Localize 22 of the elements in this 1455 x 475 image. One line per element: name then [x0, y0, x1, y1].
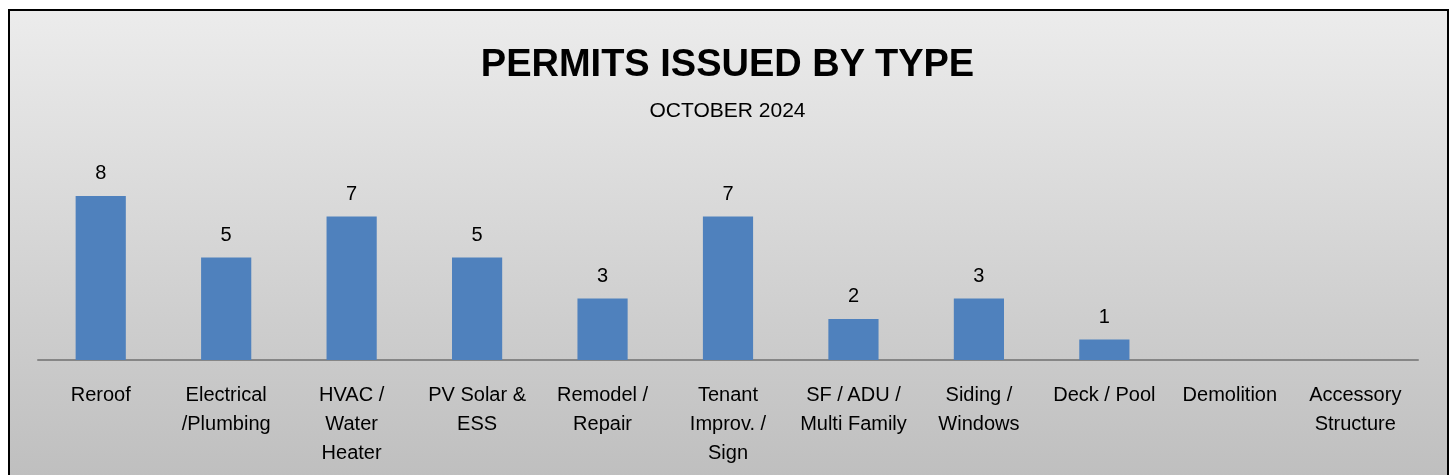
x-tick-label: Tenant Improv. / Sign [689, 382, 767, 463]
data-label: 1 [1098, 304, 1110, 327]
chart-title: PERMITS ISSUED BY TYPE [480, 42, 975, 84]
x-tick-label: Deck / Pool [1053, 382, 1156, 405]
data-label: 2 [847, 284, 860, 306]
data-label: 5 [220, 222, 232, 245]
x-tick-label: Siding / Windows [938, 382, 1020, 434]
data-label: 5 [471, 222, 483, 245]
x-tick-label: PV Solar & ESS [428, 382, 527, 434]
x-tick-label: HVAC / Water Heater [319, 382, 385, 463]
data-label: 7 [722, 181, 734, 204]
x-tick-label: Reroof [70, 382, 132, 405]
x-tick-label: Demolition [1182, 382, 1278, 405]
data-label: 7 [346, 181, 358, 204]
x-tick-label: Accessory Structure [1309, 382, 1402, 434]
x-tick-label: Remodel / Repair [556, 382, 649, 434]
data-label: 3 [973, 263, 985, 286]
x-tick-label: SF / ADU / Multi Family [800, 382, 907, 434]
data-label: 8 [95, 161, 107, 183]
x-tick-label: Electrical /Plumbing [181, 382, 271, 434]
chart-subtitle: OCTOBER 2024 [649, 98, 806, 121]
data-label: 3 [596, 263, 609, 286]
